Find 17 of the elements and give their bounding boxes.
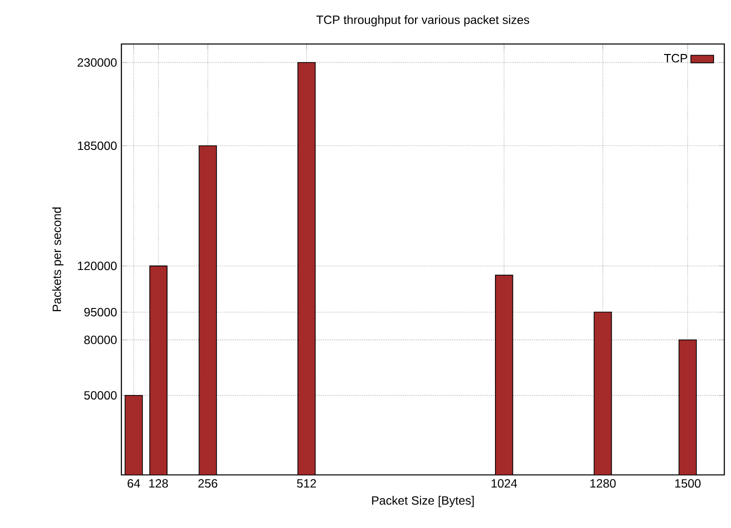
y-axis-title: Packets per second: [52, 207, 64, 312]
x-tick-label: 256: [198, 479, 218, 488]
x-tick-label: 512: [297, 479, 316, 488]
x-tick-label: 64: [128, 479, 140, 488]
y-tick-label: 230000: [78, 58, 117, 67]
legend-label: TCP: [664, 54, 688, 62]
x-tick-label: 1500: [675, 479, 701, 488]
x-tick-label: 128: [149, 479, 168, 488]
y-tick-label: 50000: [84, 390, 117, 400]
chart-title: TCP throughput for various packet sizes: [316, 15, 530, 26]
y-tick-label: 185000: [78, 141, 117, 150]
y-tick-label: 80000: [84, 336, 117, 344]
y-tick-label: 95000: [84, 308, 117, 316]
y-tick-label: 120000: [78, 262, 117, 270]
x-tick-label: 1280: [590, 479, 616, 488]
x-tick-label: 1024: [492, 479, 518, 488]
x-axis-title: Packet Size [Bytes]: [372, 496, 474, 507]
